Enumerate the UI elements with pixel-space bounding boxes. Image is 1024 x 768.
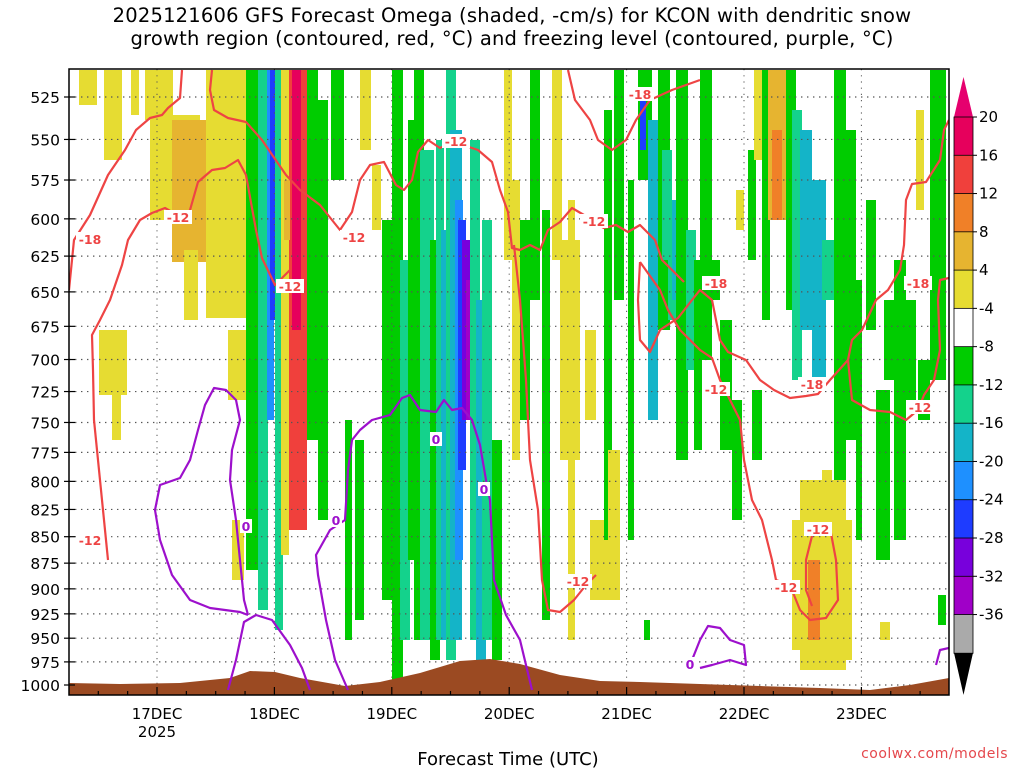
y-tick-label: 775 <box>30 444 60 462</box>
contour-label: -12 <box>445 134 468 149</box>
y-tick-label: 975 <box>30 654 60 672</box>
x-axis: 17DEC 18DEC 19DEC 20DEC 21DEC 22DEC 23DEC 2025 <box>97 687 921 741</box>
x-tick-label: 17DEC <box>132 705 183 723</box>
colorbar-bin <box>953 384 974 425</box>
colorbar-bin <box>953 116 974 157</box>
colorbar-top-arrow <box>954 77 973 117</box>
chart-title: 2025121606 GFS Forecast Omega (shaded, -… <box>0 4 1024 50</box>
contour-layer: -18 -12 -12 -12 -12 -18 -18 -12 -18 -18 -12 -12 -12 -… <box>69 69 949 691</box>
y-tick-label: 825 <box>30 501 60 519</box>
colorbar-bin <box>953 575 974 616</box>
contour-label: -12 <box>167 210 190 225</box>
y-tick-label: 950 <box>30 630 60 648</box>
x-tick-label: 21DEC <box>601 705 652 723</box>
x-tick-label: 18DEC <box>249 705 300 723</box>
contour-label: -12 <box>79 533 102 548</box>
credit-text: coolwx.com/models <box>861 746 1008 762</box>
colorbar-label: 8 <box>979 223 989 241</box>
contour-label: -18 <box>907 276 930 291</box>
x-axis-title: Forecast Time (UTC) <box>417 749 598 768</box>
contour-label: 0 <box>432 432 441 447</box>
colorbar-label: -12 <box>979 376 1004 394</box>
x-year-label: 2025 <box>138 723 176 741</box>
contour-label: 0 <box>242 519 251 534</box>
colorbar-label: -32 <box>979 567 1004 585</box>
contour-label: 0 <box>480 482 489 497</box>
contour-label: -18 <box>629 87 652 102</box>
y-tick-label: 850 <box>30 529 60 547</box>
colorbar-bin <box>953 499 974 539</box>
contour-label: -12 <box>279 279 302 294</box>
colorbar-label: -36 <box>979 606 1004 624</box>
y-tick-label: 550 <box>30 131 60 149</box>
contour-label: -18 <box>705 276 728 291</box>
x-tick-label: 22DEC <box>719 705 770 723</box>
y-axis: 525 550 575 600 625 650 675 700 725 750 775 800 825 8… <box>21 89 75 695</box>
contour-label: -12 <box>583 214 606 229</box>
colorbar-bin <box>953 614 974 654</box>
terrain-fill <box>69 659 949 695</box>
y-tick-label: 800 <box>30 473 60 491</box>
colorbar-bin <box>953 154 974 195</box>
contour-label: -18 <box>79 232 102 247</box>
y-tick-label: 750 <box>30 414 60 432</box>
y-tick-label: 875 <box>30 555 60 573</box>
y-tick-label: 675 <box>30 318 60 336</box>
colorbar-label: 20 <box>979 108 998 126</box>
colorbar-bin <box>953 346 974 386</box>
colorbar-label: 16 <box>979 146 998 164</box>
contour-label: -12 <box>343 230 366 245</box>
colorbar-bin <box>953 307 974 348</box>
colorbar-bin <box>953 461 974 501</box>
y-tick-label: 925 <box>30 606 60 624</box>
colorbar-label: -28 <box>979 529 1004 547</box>
y-tick-label: 625 <box>30 248 60 266</box>
contour-label: -12 <box>567 574 590 589</box>
contour-label: -12 <box>909 400 932 415</box>
colorbar-label: -20 <box>979 452 1004 470</box>
contour-label: -12 <box>807 522 830 537</box>
y-tick-label: 725 <box>30 384 60 402</box>
chart-title-line-1: 2025121606 GFS Forecast Omega (shaded, -… <box>112 4 912 27</box>
colorbar-label: 4 <box>979 261 989 279</box>
colorbar-label: -16 <box>979 414 1004 432</box>
contour-label: -18 <box>801 377 824 392</box>
colorbar: 20 16 12 8 4 -4 -8 -12 -16 -20 -24 -28 -32 -36 <box>953 77 1004 695</box>
colorbar-bin <box>953 422 974 463</box>
y-tick-label: 575 <box>30 172 60 190</box>
y-tick-label: 1000 <box>21 677 60 695</box>
colorbar-label: -24 <box>979 491 1004 509</box>
contour-label: -12 <box>705 382 728 397</box>
colorbar-bin <box>953 537 974 578</box>
contour-label: 0 <box>332 513 341 528</box>
chart-title-line-2: growth region (contoured, red, °C) and f… <box>130 27 894 50</box>
y-tick-label: 600 <box>30 211 60 229</box>
x-tick-label: 20DEC <box>484 705 535 723</box>
omega-shading <box>79 70 946 680</box>
y-tick-label: 900 <box>30 581 60 599</box>
y-tick-label: 700 <box>30 352 60 370</box>
grid-lines <box>69 69 949 695</box>
x-tick-label: 23DEC <box>836 705 887 723</box>
colorbar-label: -4 <box>979 299 994 317</box>
colorbar-label: 12 <box>979 185 998 203</box>
contour-label: -12 <box>775 580 798 595</box>
contour-label: 0 <box>686 657 695 672</box>
colorbar-label: -8 <box>979 338 994 356</box>
colorbar-bin <box>953 269 974 310</box>
colorbar-bin <box>953 231 974 271</box>
x-tick-label: 19DEC <box>367 705 418 723</box>
colorbar-bin <box>953 193 974 233</box>
colorbar-bottom-arrow <box>954 652 973 695</box>
y-tick-label: 650 <box>30 284 60 302</box>
y-tick-label: 525 <box>30 89 60 107</box>
